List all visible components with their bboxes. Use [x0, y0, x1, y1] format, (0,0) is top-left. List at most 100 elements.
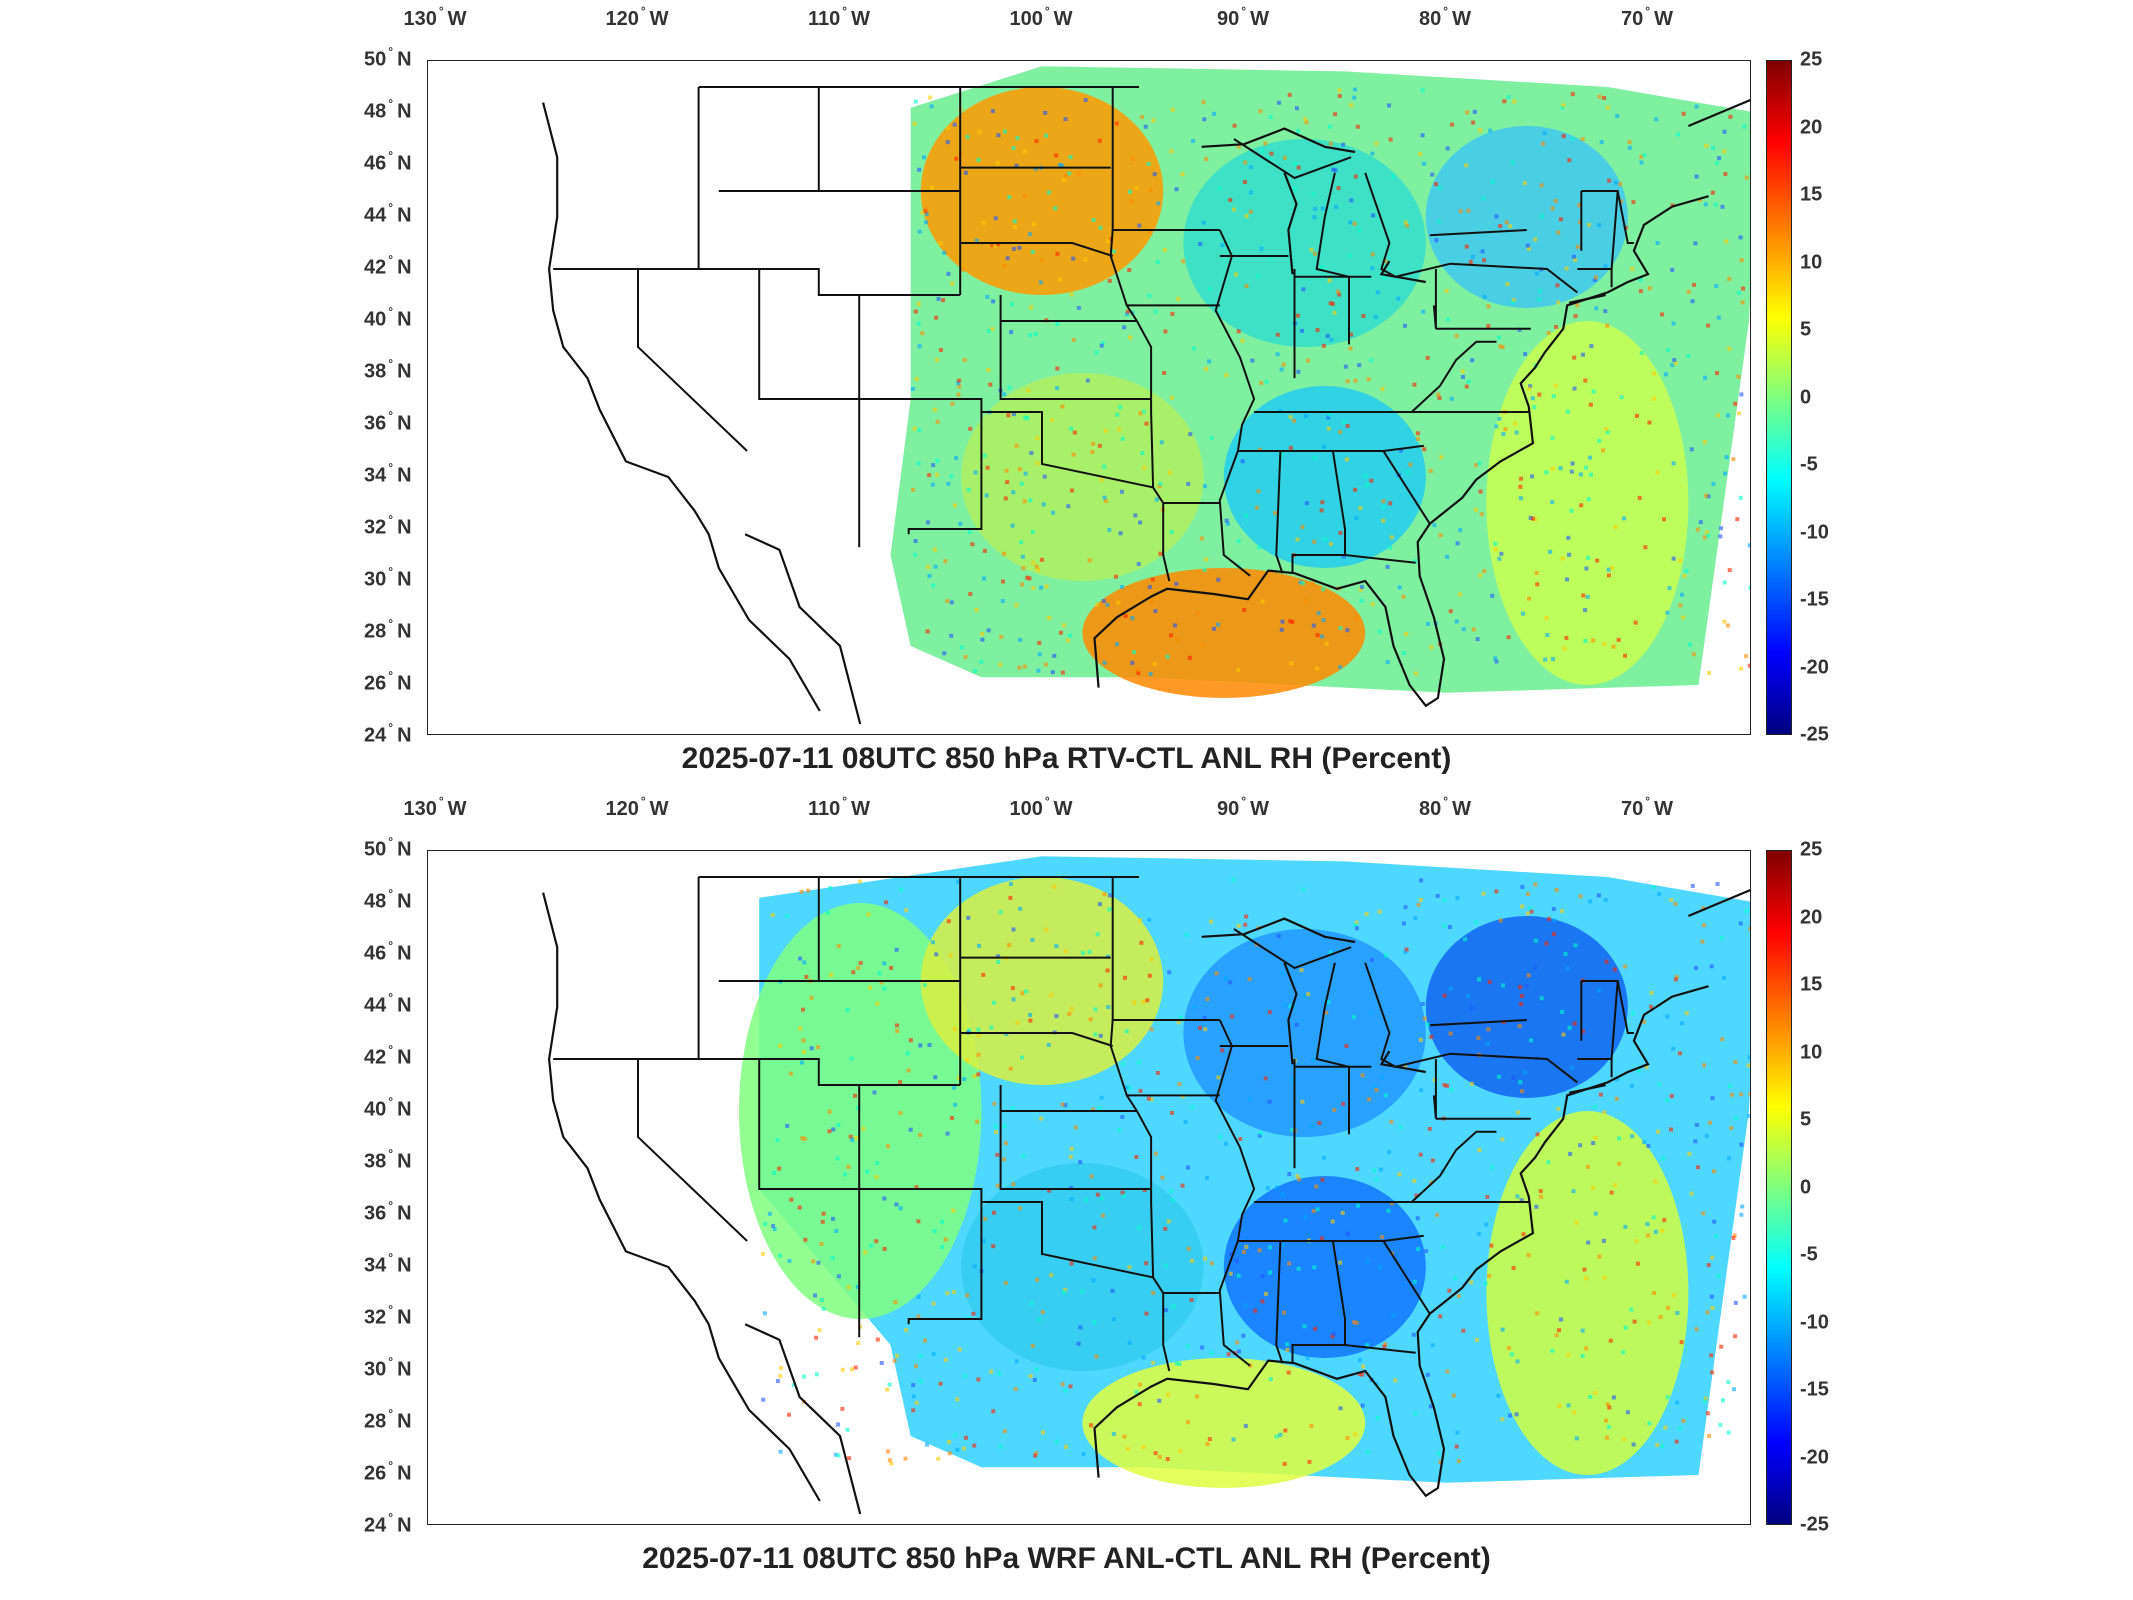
field-speckle — [1669, 1127, 1674, 1132]
field-speckle — [894, 1202, 899, 1207]
state-border — [1214, 229, 1256, 577]
field-speckle — [1342, 420, 1347, 425]
field-speckle — [981, 972, 986, 977]
field-speckle — [1125, 1446, 1130, 1451]
field-speckle — [928, 95, 933, 100]
field-speckle — [1437, 395, 1442, 400]
coastline — [1283, 172, 1298, 275]
field-speckle — [1184, 932, 1189, 937]
field-speckle — [968, 591, 973, 596]
field-speckle — [1569, 508, 1574, 513]
field-speckle — [1203, 1027, 1208, 1032]
field-speckle — [1208, 286, 1213, 291]
field-speckle — [968, 426, 973, 431]
field-speckle — [1631, 1011, 1636, 1016]
field-speckle — [1715, 371, 1720, 376]
field-speckle — [924, 206, 929, 211]
field-speckle — [1601, 1238, 1606, 1243]
field-speckle — [1314, 1184, 1319, 1189]
field-speckle — [1060, 1382, 1065, 1387]
field-speckle — [1550, 466, 1555, 471]
field-speckle — [1357, 228, 1362, 233]
field-speckle — [1673, 977, 1678, 982]
field-speckle — [986, 368, 991, 373]
field-speckle — [989, 1025, 994, 1030]
field-speckle — [1728, 1083, 1733, 1088]
field-speckle — [1077, 171, 1082, 176]
field-speckle — [1632, 1319, 1637, 1324]
field-speckle — [1464, 384, 1469, 389]
field-speckle — [1442, 1083, 1447, 1088]
field-speckle — [1482, 258, 1487, 263]
field-speckle — [1415, 431, 1420, 436]
field-speckle — [1092, 1320, 1097, 1325]
field-speckle — [898, 1206, 903, 1211]
field-speckle — [1710, 1306, 1715, 1311]
field-speckle — [1144, 1311, 1149, 1316]
field-speckle — [869, 1243, 874, 1248]
field-speckle — [1427, 1126, 1432, 1131]
field-speckle — [1335, 289, 1340, 294]
field-speckle — [1357, 363, 1362, 368]
field-speckle — [1125, 309, 1130, 314]
field-speckle — [1429, 1034, 1434, 1039]
field-speckle — [998, 662, 1003, 667]
field-speckle — [1415, 1216, 1420, 1221]
field-speckle — [1275, 352, 1280, 357]
field-speckle — [800, 1136, 805, 1141]
field-speckle — [763, 1221, 768, 1226]
field-speckle — [1660, 312, 1665, 317]
field-speckle — [913, 309, 918, 314]
field-speckle — [1003, 496, 1008, 501]
lat-tick-label: 36 ° N — [364, 408, 412, 435]
field-speckle — [1106, 1005, 1111, 1010]
field-speckle — [1205, 1442, 1210, 1447]
field-speckle — [1473, 507, 1478, 512]
field-speckle — [1089, 1423, 1094, 1428]
field-speckle — [1333, 112, 1338, 117]
field-speckle — [1358, 506, 1363, 511]
field-speckle — [1199, 536, 1204, 541]
field-speckle — [1243, 922, 1248, 927]
field-speckle — [1527, 386, 1532, 391]
field-speckle — [1550, 206, 1555, 211]
field-speckle — [1727, 346, 1732, 351]
field-speckle — [1171, 1304, 1176, 1309]
field-speckle — [930, 940, 935, 945]
field-speckle — [1704, 493, 1709, 498]
field-speckle — [1039, 1116, 1044, 1121]
field-speckle — [1369, 478, 1374, 483]
field-speckle — [1028, 1012, 1033, 1017]
field-speckle — [1590, 1185, 1595, 1190]
field-speckle — [1706, 323, 1711, 328]
state-border — [758, 269, 861, 548]
field-speckle — [1740, 1204, 1745, 1209]
field-speckle — [997, 1371, 1002, 1376]
state-border — [718, 87, 820, 192]
field-speckle — [1442, 923, 1447, 928]
field-speckle — [1007, 195, 1012, 200]
field-speckle — [911, 1383, 916, 1388]
field-speckle — [1307, 1459, 1312, 1464]
field-speckle — [1559, 1317, 1564, 1322]
field-speckle — [996, 959, 1001, 964]
field-speckle — [982, 453, 987, 458]
field-speckle — [1052, 884, 1057, 889]
field-speckle — [1117, 427, 1122, 432]
field-speckle — [1583, 378, 1588, 383]
field-speckle — [1413, 559, 1418, 564]
colorbar-tick-label: -5 — [1800, 453, 1818, 476]
field-speckle — [1309, 247, 1314, 252]
field-speckle — [1560, 1009, 1565, 1014]
field-speckle — [1486, 1027, 1491, 1032]
field-speckle — [1037, 1317, 1042, 1322]
field-speckle — [1323, 537, 1328, 542]
field-speckle — [899, 887, 904, 892]
field-speckle — [1103, 498, 1108, 503]
field-speckle — [809, 995, 814, 1000]
coastline — [1093, 985, 1709, 1498]
field-speckle — [1680, 1021, 1685, 1026]
field-speckle — [1226, 1352, 1231, 1357]
field-speckle — [1026, 388, 1031, 393]
field-speckle — [1022, 499, 1027, 504]
